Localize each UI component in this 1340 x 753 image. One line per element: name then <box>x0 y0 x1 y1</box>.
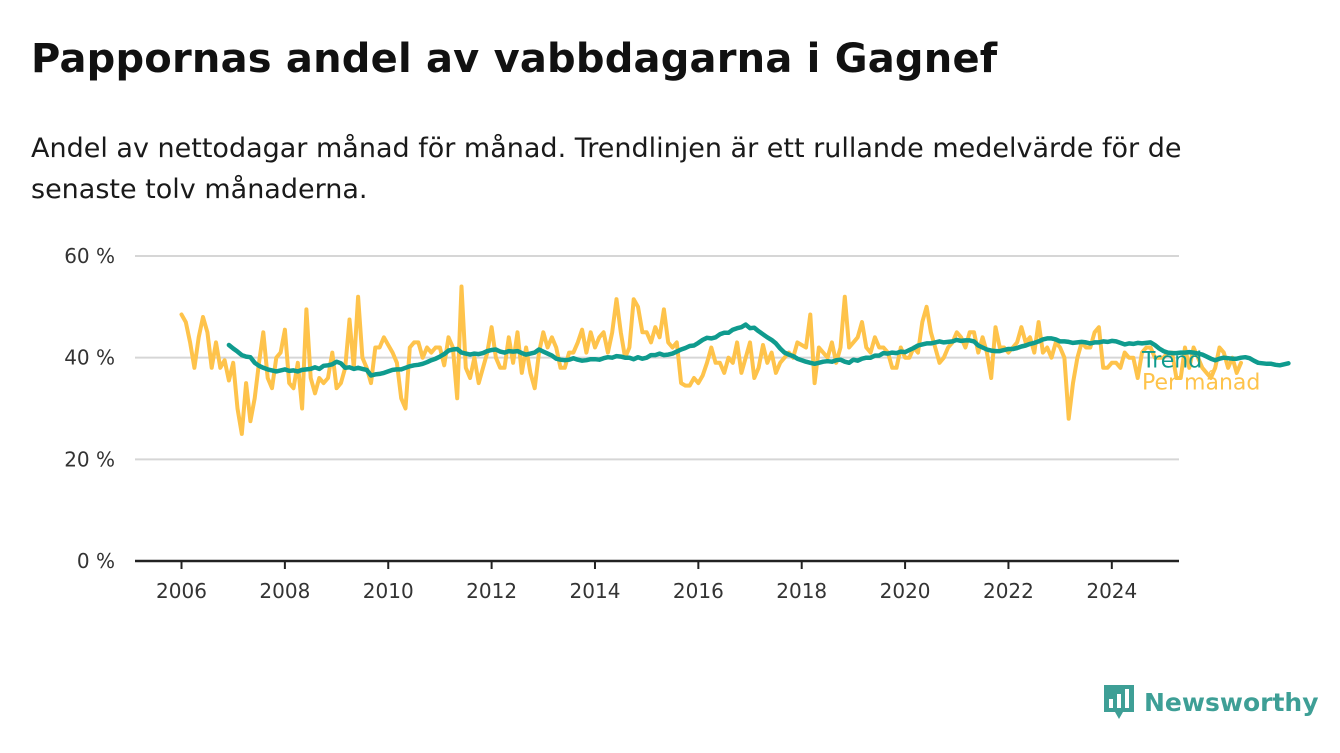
chart-grid <box>135 255 1179 461</box>
x-tick-label: 2018 <box>776 579 827 603</box>
x-tick-label: 2016 <box>673 579 724 603</box>
x-tick-label: 2024 <box>1086 579 1137 603</box>
x-tick-label: 2006 <box>156 579 207 603</box>
x-tick-label: 2014 <box>570 579 621 603</box>
chart-series <box>179 284 1291 436</box>
brand-name: Newsworthy <box>1144 687 1319 717</box>
x-tick-label: 2012 <box>466 579 517 603</box>
legend-label: Trend <box>1141 348 1202 373</box>
page-title: Pappornas andel av vabbdagarna i Gagnef <box>31 36 998 82</box>
x-tick-label: 2022 <box>983 579 1034 603</box>
y-axis-ticks: 0 % 20 % 40 % 60 % <box>64 244 115 573</box>
x-tick-label: 2008 <box>259 579 310 603</box>
y-tick-label: 60 % <box>64 244 115 268</box>
newsworthy-brand: Newsworthy <box>1102 682 1319 722</box>
chart-subtitle: Andel av nettodagar månad för månad. Tre… <box>31 133 1182 205</box>
newsworthy-logo-icon <box>1104 685 1134 719</box>
y-tick-label: 0 % <box>77 549 115 573</box>
series-line-0 <box>179 284 1243 436</box>
y-tick-label: 40 % <box>64 346 115 370</box>
x-axis: 2006 2008 2010 2012 2014 2016 2018 2020 2022 2024 <box>135 559 1179 603</box>
y-tick-label: 20 % <box>64 447 115 471</box>
x-tick-label: 2020 <box>880 579 931 603</box>
x-tick-label: 2010 <box>363 579 414 603</box>
legend-label: Per månad <box>1142 369 1260 395</box>
series-line-1 <box>226 322 1291 378</box>
